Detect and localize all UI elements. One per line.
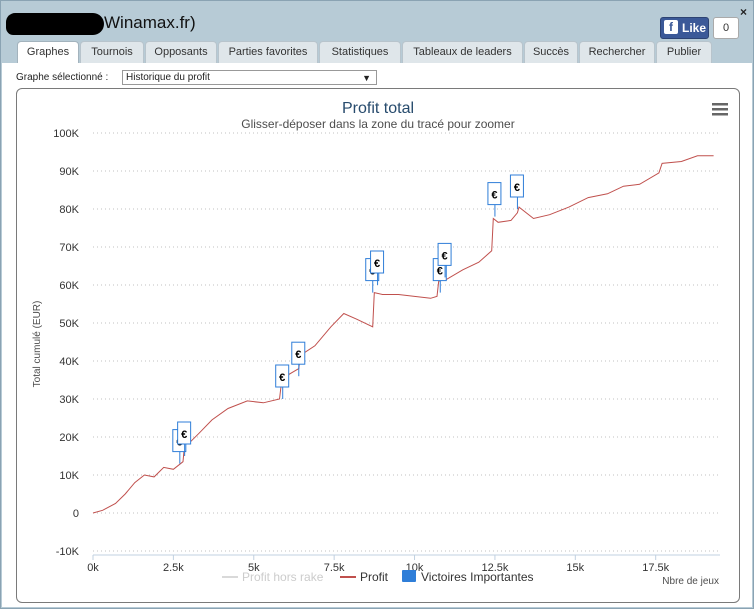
y-axis-ticks: -10K 0 10K 20K 30K 40K 50K 60K 70K 80K 90K 100K bbox=[53, 128, 79, 558]
legend-item[interactable]: Profit bbox=[340, 570, 389, 584]
chart-subtitle: Glisser-déposer dans la zone du tracé po… bbox=[241, 117, 514, 131]
legend-item[interactable]: Victoires Importantes bbox=[402, 570, 534, 584]
y-tick-label: 80K bbox=[59, 204, 79, 216]
x-tick-label: 17.5k bbox=[642, 562, 669, 574]
big-win-marker[interactable]: € bbox=[291, 341, 306, 377]
tab-opposants[interactable]: Opposants bbox=[145, 41, 217, 63]
marker-group: €€€€€€€€€€ bbox=[172, 174, 524, 464]
series-group bbox=[92, 155, 714, 514]
x-axis-ticks: 0k 2.5k 5k 7.5k 10k 12.5k 15k 17.5k bbox=[87, 555, 670, 574]
marker-flag bbox=[509, 174, 524, 198]
x-axis-label: Nbre de jeux bbox=[662, 576, 719, 587]
dropdown-arrow-icon: ▼ bbox=[362, 73, 371, 83]
y-tick-label: 0 bbox=[73, 508, 79, 520]
profit-series-line bbox=[92, 155, 714, 514]
big-win-marker[interactable]: € bbox=[177, 421, 192, 456]
tab-graphes[interactable]: Graphes bbox=[17, 41, 79, 64]
x-tick-label: 15k bbox=[566, 562, 584, 574]
graph-selector[interactable]: Historique du profit ▼ bbox=[122, 70, 377, 85]
euro-icon: € bbox=[442, 250, 448, 262]
tab-publier[interactable]: Publier bbox=[656, 41, 712, 63]
tab-rechercher[interactable]: Rechercher bbox=[579, 41, 655, 63]
y-tick-label: 30K bbox=[59, 394, 79, 406]
marker-flag bbox=[291, 341, 306, 365]
marker-flag bbox=[487, 182, 502, 206]
y-tick-label: 90K bbox=[59, 166, 79, 178]
hamburger-menu-icon[interactable] bbox=[712, 103, 728, 116]
y-tick-label: -10K bbox=[56, 546, 80, 558]
big-win-marker[interactable]: € bbox=[437, 242, 452, 278]
graph-selector-value: Historique du profit bbox=[126, 72, 210, 83]
y-tick-label: 70K bbox=[59, 242, 79, 254]
marker-flag bbox=[177, 421, 192, 445]
tab-parties-favorites[interactable]: Parties favorites bbox=[218, 41, 318, 63]
euro-icon: € bbox=[295, 349, 301, 361]
like-count: 0 bbox=[713, 17, 739, 39]
marker-flag bbox=[275, 364, 290, 388]
profit-chart[interactable]: Profit total Glisser-déposer dans la zon… bbox=[17, 89, 739, 602]
close-button[interactable]: × bbox=[739, 5, 747, 19]
x-tick-label: 7.5k bbox=[324, 562, 345, 574]
grid-lines bbox=[93, 132, 720, 556]
y-tick-label: 20K bbox=[59, 432, 79, 444]
euro-icon: € bbox=[374, 258, 380, 270]
big-win-marker[interactable]: € bbox=[487, 182, 502, 217]
legend-item[interactable]: Profit hors rake bbox=[222, 570, 324, 584]
legend-label: Profit bbox=[360, 570, 389, 584]
euro-icon: € bbox=[437, 266, 443, 278]
tab-tableaux-de-leaders[interactable]: Tableaux de leaders bbox=[402, 41, 523, 63]
chart-title: Profit total bbox=[342, 100, 414, 117]
like-label: Like bbox=[682, 21, 707, 35]
x-tick-label: 2.5k bbox=[163, 562, 184, 574]
window-title: Winamax.fr) bbox=[104, 13, 196, 32]
euro-icon: € bbox=[181, 429, 187, 441]
marker-flag bbox=[437, 242, 452, 266]
tab-content: Graphe sélectionné : Historique du profi… bbox=[2, 63, 752, 607]
euro-icon: € bbox=[279, 372, 285, 384]
facebook-icon: f bbox=[664, 20, 678, 34]
x-tick-label: 5k bbox=[248, 562, 260, 574]
redacted-username bbox=[6, 13, 104, 35]
legend-label: Victoires Importantes bbox=[421, 570, 534, 584]
marker-flag bbox=[370, 250, 385, 274]
x-tick-label: 12.5k bbox=[481, 562, 508, 574]
tab-statistiques[interactable]: Statistiques bbox=[319, 41, 401, 63]
big-win-marker[interactable]: € bbox=[509, 174, 524, 209]
tab-succes[interactable]: Succès bbox=[524, 41, 578, 63]
chart-legend: Profit hors rake Profit Victoires Importan… bbox=[222, 570, 534, 584]
y-tick-label: 50K bbox=[59, 318, 79, 330]
big-win-marker[interactable]: € bbox=[275, 364, 290, 399]
facebook-like-button[interactable]: f Like bbox=[660, 17, 709, 39]
legend-box-symbol bbox=[402, 570, 416, 582]
y-tick-label: 10K bbox=[59, 470, 79, 482]
graph-selector-label: Graphe sélectionné : bbox=[16, 72, 109, 83]
euro-icon: € bbox=[514, 182, 520, 194]
y-tick-label: 40K bbox=[59, 356, 79, 368]
y-tick-label: 100K bbox=[53, 128, 79, 140]
tab-tournois[interactable]: Tournois bbox=[80, 41, 144, 63]
title-bar: Winamax.fr) × f Like 0 bbox=[1, 1, 753, 41]
y-axis-label: Total cumulé (EUR) bbox=[32, 301, 43, 388]
x-tick-label: 0k bbox=[87, 562, 99, 574]
euro-icon: € bbox=[491, 190, 497, 202]
big-win-marker[interactable]: € bbox=[370, 250, 385, 285]
chart-container: Profit total Glisser-déposer dans la zon… bbox=[16, 88, 740, 603]
legend-label: Profit hors rake bbox=[242, 570, 324, 584]
y-tick-label: 60K bbox=[59, 280, 79, 292]
